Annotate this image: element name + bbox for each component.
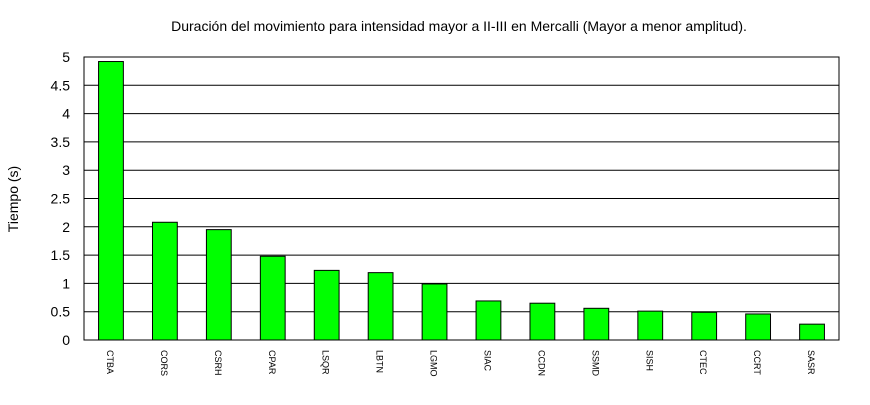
x-tick-label: SIAC	[482, 350, 492, 372]
bar-sasr	[799, 323, 825, 341]
x-tick-label: LSQR	[321, 350, 331, 375]
x-tick-label: SISH	[644, 350, 654, 371]
x-tick-label: CORS	[159, 350, 169, 376]
bar-lsqr	[313, 269, 340, 341]
bar-lgmo	[421, 283, 448, 341]
x-tick-label: CSRH	[213, 350, 223, 376]
x-tick-label: CCDN	[536, 350, 546, 376]
bar-cors	[151, 221, 178, 341]
x-tick-label: CTEC	[698, 350, 708, 375]
bar-ctba	[98, 61, 124, 341]
y-tick-label: 0	[62, 332, 70, 348]
bar-ssmd	[583, 307, 610, 341]
y-axis-label: Tiempo (s)	[5, 166, 21, 232]
bar-ccrt	[745, 313, 772, 341]
x-tick-label: LBTN	[375, 350, 385, 373]
bar-csrh	[205, 229, 232, 341]
y-tick-label: 4	[62, 106, 70, 122]
bars	[98, 61, 825, 341]
x-tick-labels: CTBA CORS CSRH CPAR LSQR LBTN LGMO SIAC CCDN SSMD…	[105, 350, 816, 377]
x-tick-label: CPAR	[267, 350, 277, 375]
y-tick-label: 1	[62, 275, 70, 291]
bar-lbtn	[367, 272, 394, 341]
y-tick-labels: 0 0.5 1 1.5 2 2.5 3 3.5 4 4.5 5	[51, 49, 71, 348]
x-tick-label: SASR	[806, 350, 816, 375]
y-tick-label: 3.5	[51, 134, 71, 150]
x-tick-label: CTBA	[105, 350, 115, 374]
chart-title: Duración del movimiento para intensidad …	[171, 18, 747, 34]
x-tick-label: CCRT	[752, 350, 762, 375]
bar-sish	[637, 310, 664, 341]
y-tick-label: 2	[62, 219, 70, 235]
bar-siac	[475, 300, 502, 341]
y-tick-label: 4.5	[51, 77, 71, 93]
bar-ctec	[691, 311, 718, 341]
gridlines	[84, 84, 839, 313]
x-tick-label: SSMD	[590, 350, 600, 377]
y-tick-label: 3	[62, 162, 70, 178]
y-tick-label: 2.5	[51, 191, 71, 207]
y-tick-label: 5	[62, 49, 70, 65]
x-tick-label: LGMO	[429, 350, 439, 377]
bar-cpar	[259, 255, 286, 341]
plot-frame	[83, 56, 840, 341]
y-tick-label: 1.5	[51, 247, 71, 263]
y-tick-label: 0.5	[51, 304, 71, 320]
bar-ccdn	[529, 302, 556, 341]
